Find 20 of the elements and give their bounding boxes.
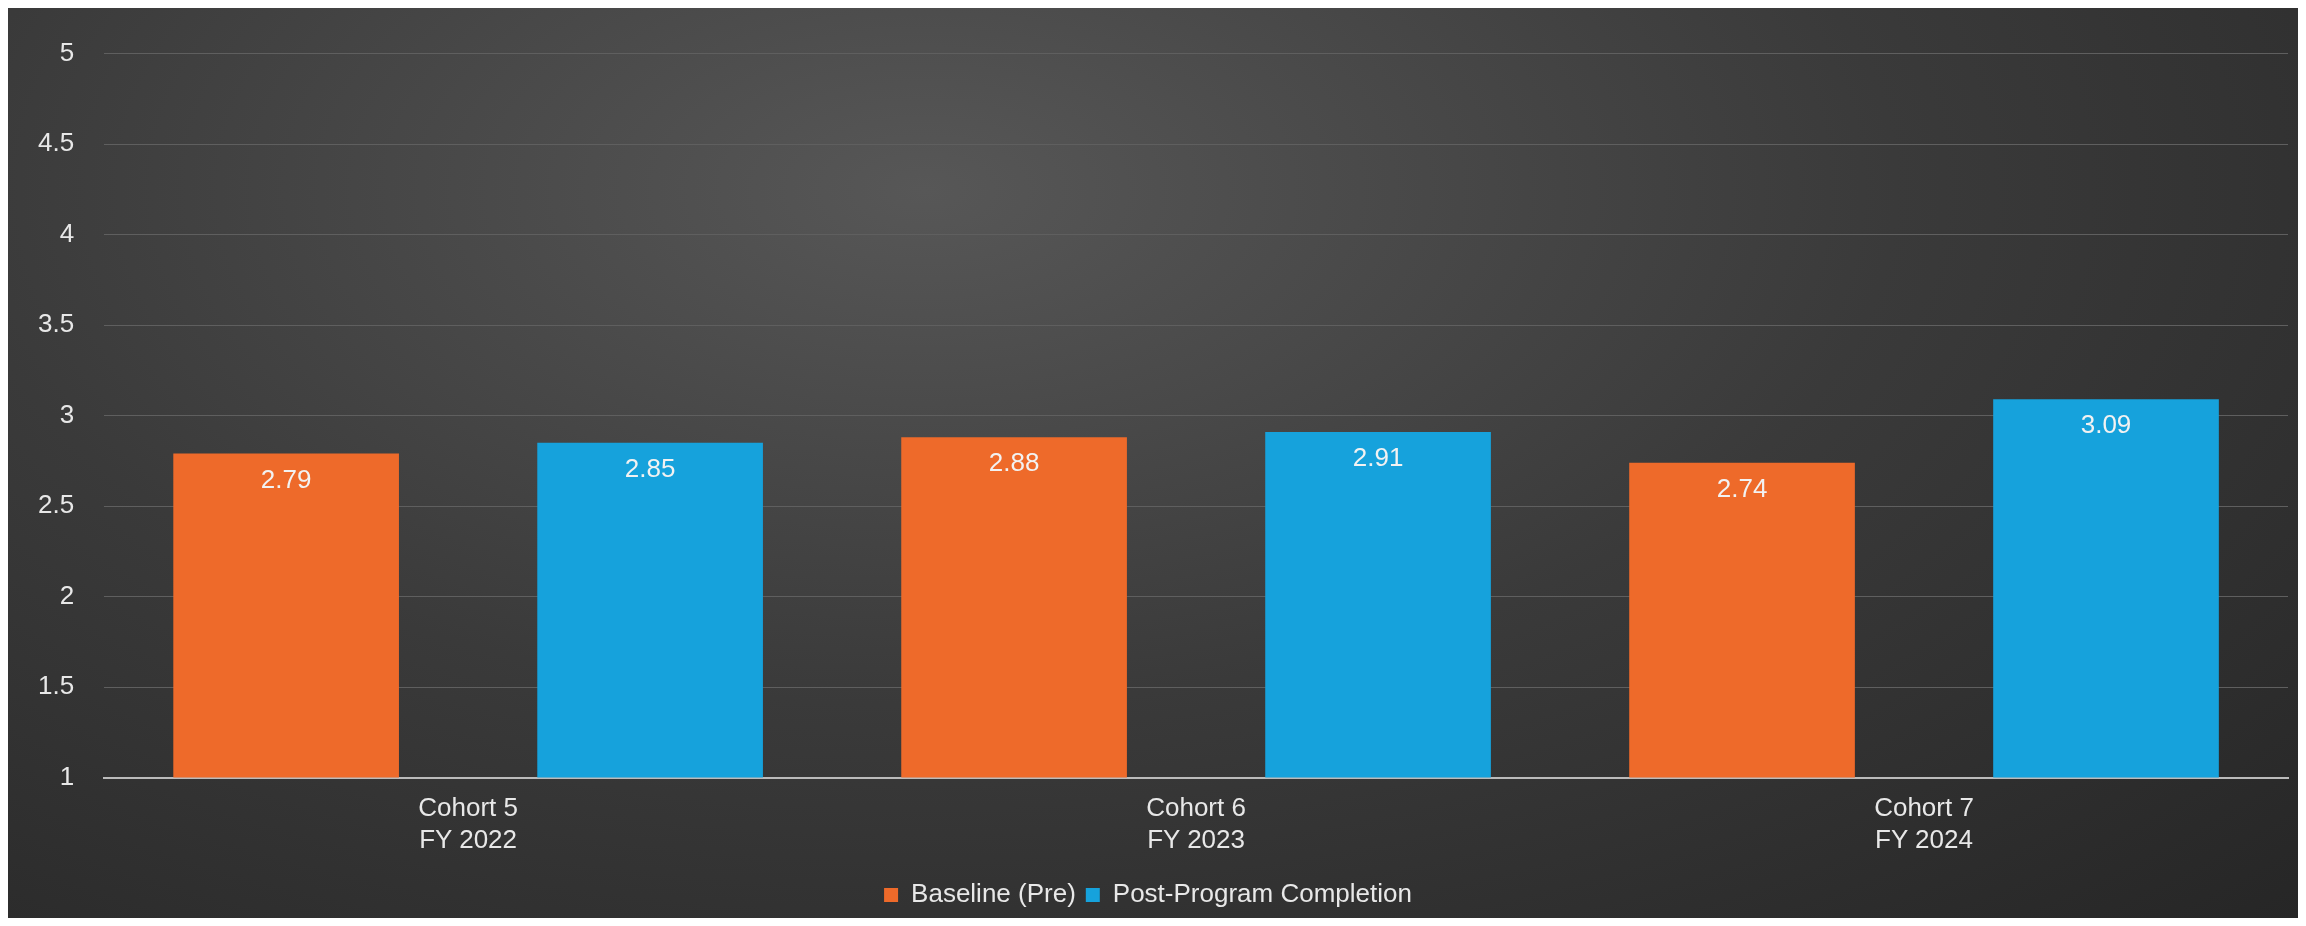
y-tick-label: 1	[59, 760, 75, 791]
data-label: 2.79	[260, 463, 312, 494]
y-tick-label: 2	[59, 579, 75, 610]
x-tick-label: Cohort 6 FY 2023	[1146, 792, 1246, 854]
legend-label: Post-Program Completion	[1112, 878, 1412, 909]
data-label: 2.74	[1716, 472, 1768, 503]
legend-label: Baseline (Pre)	[911, 878, 1076, 909]
y-tick-label: 4.5	[37, 127, 75, 158]
data-label: 2.88	[988, 447, 1040, 478]
x-tick-label: Cohort 5 FY 2022	[418, 792, 518, 854]
y-tick-label: 4	[59, 217, 75, 248]
y-tick-label: 1.5	[37, 670, 75, 701]
data-label: 2.85	[624, 452, 676, 483]
data-label: 2.91	[1352, 442, 1404, 473]
x-tick-label: Cohort 7 FY 2024	[1874, 792, 1974, 854]
y-tick-label: 2.5	[37, 489, 75, 520]
data-label: 3.09	[2080, 409, 2132, 440]
y-tick-label: 5	[59, 36, 75, 67]
y-tick-label: 3	[59, 398, 75, 429]
y-tick-label: 3.5	[37, 308, 75, 339]
